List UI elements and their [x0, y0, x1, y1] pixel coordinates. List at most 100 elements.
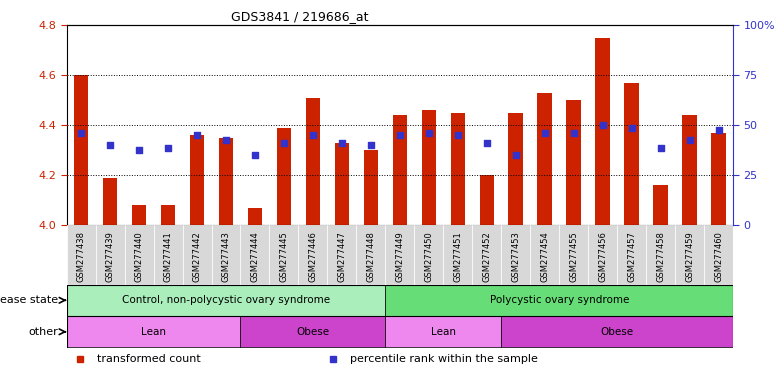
- Text: GSM277444: GSM277444: [250, 231, 260, 282]
- Bar: [646, 225, 675, 285]
- Bar: [480, 175, 494, 225]
- Bar: [682, 115, 697, 225]
- Bar: [617, 225, 646, 285]
- Point: [423, 130, 435, 136]
- Point: [626, 125, 638, 131]
- Text: Obese: Obese: [296, 327, 329, 337]
- Bar: [472, 225, 501, 285]
- Bar: [270, 225, 299, 285]
- Bar: [67, 225, 96, 285]
- Point: [307, 132, 319, 138]
- Point: [452, 132, 464, 138]
- Text: GSM277453: GSM277453: [511, 231, 521, 282]
- Bar: [559, 225, 588, 285]
- Bar: [386, 316, 501, 347]
- Bar: [132, 205, 147, 225]
- Bar: [711, 132, 726, 225]
- Bar: [653, 185, 668, 225]
- Text: GSM277440: GSM277440: [135, 231, 143, 282]
- Bar: [566, 100, 581, 225]
- Text: GSM277439: GSM277439: [106, 231, 114, 282]
- Point: [510, 152, 522, 158]
- Point: [103, 142, 116, 148]
- Bar: [277, 128, 291, 225]
- Title: GDS3841 / 219686_at: GDS3841 / 219686_at: [231, 10, 368, 23]
- Bar: [501, 316, 733, 347]
- Bar: [386, 285, 733, 316]
- Text: GSM277450: GSM277450: [424, 231, 434, 282]
- Bar: [393, 115, 407, 225]
- Point: [162, 145, 174, 151]
- Bar: [538, 93, 552, 225]
- Text: GSM277445: GSM277445: [279, 231, 289, 282]
- Point: [191, 132, 203, 138]
- Bar: [414, 225, 443, 285]
- Point: [336, 139, 348, 146]
- Text: GSM277451: GSM277451: [453, 231, 463, 282]
- Bar: [364, 150, 378, 225]
- Text: Polycystic ovary syndrome: Polycystic ovary syndrome: [489, 295, 629, 305]
- Bar: [451, 113, 465, 225]
- Text: GSM277452: GSM277452: [482, 231, 492, 282]
- Point: [481, 139, 493, 146]
- Bar: [67, 316, 241, 347]
- Text: GSM277438: GSM277438: [77, 231, 85, 282]
- Point: [249, 152, 261, 158]
- Text: GSM277446: GSM277446: [308, 231, 318, 282]
- Text: transformed count: transformed count: [96, 354, 201, 364]
- Text: GSM277447: GSM277447: [337, 231, 347, 282]
- Point: [568, 130, 580, 136]
- Point: [655, 145, 667, 151]
- Bar: [96, 225, 125, 285]
- Bar: [299, 225, 328, 285]
- Text: GSM277455: GSM277455: [569, 231, 578, 282]
- Text: Control, non-polycystic ovary syndrome: Control, non-polycystic ovary syndrome: [122, 295, 330, 305]
- Point: [220, 137, 232, 143]
- Bar: [219, 138, 234, 225]
- Bar: [190, 135, 205, 225]
- Bar: [183, 225, 212, 285]
- Bar: [422, 110, 436, 225]
- Bar: [328, 225, 357, 285]
- Bar: [241, 225, 270, 285]
- Text: disease state: disease state: [0, 295, 58, 305]
- Bar: [386, 225, 414, 285]
- Bar: [530, 225, 559, 285]
- Bar: [675, 225, 704, 285]
- Bar: [74, 75, 89, 225]
- Text: GSM277459: GSM277459: [685, 231, 694, 282]
- Bar: [357, 225, 386, 285]
- Bar: [624, 83, 639, 225]
- Bar: [443, 225, 472, 285]
- Point: [539, 130, 551, 136]
- Text: GSM277448: GSM277448: [366, 231, 376, 282]
- Point: [394, 132, 406, 138]
- Point: [597, 122, 609, 128]
- Text: GSM277449: GSM277449: [395, 231, 405, 282]
- Text: Lean: Lean: [430, 327, 456, 337]
- Text: GSM277442: GSM277442: [193, 231, 201, 282]
- Text: other: other: [28, 327, 58, 337]
- Bar: [154, 225, 183, 285]
- Bar: [248, 207, 262, 225]
- Text: GSM277460: GSM277460: [714, 231, 723, 282]
- Text: GSM277441: GSM277441: [164, 231, 172, 282]
- Bar: [306, 98, 320, 225]
- Bar: [595, 38, 610, 225]
- Bar: [125, 225, 154, 285]
- Bar: [501, 225, 530, 285]
- Bar: [67, 285, 386, 316]
- Bar: [103, 177, 118, 225]
- Bar: [588, 225, 617, 285]
- Text: GSM277458: GSM277458: [656, 231, 665, 282]
- Text: percentile rank within the sample: percentile rank within the sample: [350, 354, 538, 364]
- Bar: [509, 113, 523, 225]
- Bar: [704, 225, 733, 285]
- Text: GSM277443: GSM277443: [222, 231, 230, 282]
- Point: [74, 130, 87, 136]
- Text: GSM277457: GSM277457: [627, 231, 636, 282]
- Bar: [241, 316, 386, 347]
- Point: [365, 142, 377, 148]
- Bar: [335, 143, 349, 225]
- Text: Obese: Obese: [601, 327, 633, 337]
